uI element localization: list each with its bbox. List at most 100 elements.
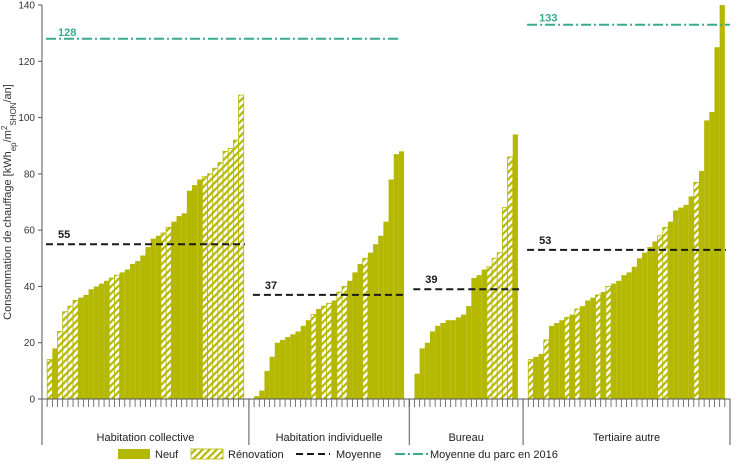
bar-renovation [320, 305, 327, 400]
bar-neuf [129, 263, 136, 399]
y-axis-title-part: /an] [2, 84, 14, 102]
bar-neuf [455, 317, 462, 399]
bar-neuf [590, 297, 596, 399]
bar-renovation [693, 181, 700, 400]
bar-renovation [160, 232, 167, 400]
legend-label-neuf: Neuf [155, 449, 179, 461]
bar-neuf [347, 280, 353, 399]
group-label: Tertiaire autre [593, 432, 660, 444]
bar-neuf [704, 120, 710, 399]
group-label: Habitation collective [97, 432, 195, 444]
bar-neuf [145, 247, 151, 399]
legend-label-parc: Moyenne du parc en 2016 [430, 449, 558, 461]
bar-neuf [176, 216, 182, 399]
bar-renovation [507, 156, 514, 400]
moyenne-label: 53 [539, 235, 551, 247]
y-tick-label: 0 [29, 395, 35, 406]
bar-renovation [501, 207, 508, 400]
bar-renovation [62, 311, 69, 400]
bar-neuf [554, 323, 560, 399]
y-axis: 0 20 40 60 80 100 120 140 [18, 1, 43, 406]
legend-label-moyenne: Moyenne [336, 449, 381, 461]
bar-renovation [207, 173, 214, 400]
bar-neuf [300, 325, 306, 399]
bar-renovation [527, 359, 534, 400]
bar-neuf [476, 275, 482, 399]
bar-neuf [631, 266, 637, 399]
bar-neuf [683, 204, 689, 399]
y-tick-label: 140 [18, 1, 35, 12]
y-tick-label: 100 [18, 113, 35, 124]
bar-renovation [326, 302, 333, 400]
bar-neuf [471, 277, 477, 399]
bar-renovation [212, 167, 219, 400]
bar-neuf [652, 241, 658, 399]
bar-neuf [104, 280, 110, 399]
bar-renovation [662, 226, 669, 400]
bar-neuf [435, 325, 441, 399]
bar-renovation [657, 235, 664, 400]
bar-neuf [290, 334, 296, 399]
bar-neuf [533, 356, 539, 399]
bar-renovation [564, 316, 571, 400]
bar-neuf [140, 255, 146, 399]
bar-neuf [450, 320, 456, 399]
bar-neuf [357, 263, 363, 399]
bar-neuf [719, 5, 725, 399]
bar-neuf [119, 272, 125, 399]
bar-neuf [52, 348, 58, 399]
bar-neuf [192, 185, 198, 399]
y-tick-label: 20 [24, 338, 36, 349]
bar-neuf [331, 300, 337, 399]
bar-renovation [227, 148, 234, 400]
bar-neuf [414, 373, 420, 399]
bar-renovation [46, 359, 53, 400]
group-label: Habitation individuelle [276, 432, 383, 444]
moyenne-label: 55 [58, 229, 70, 241]
bar-neuf [78, 297, 84, 399]
y-axis-title-part: ep [9, 142, 18, 151]
bar-neuf [124, 269, 130, 399]
bar-neuf [600, 292, 606, 399]
bar-renovation [67, 305, 74, 400]
y-axis-title: Consommation de chauffage [kWhep/m2SHON/… [0, 84, 18, 320]
parc-label: 128 [58, 27, 76, 39]
bar-neuf [569, 314, 575, 399]
y-axis-title-part: Consommation de chauffage [kWh [2, 151, 14, 320]
bar-neuf [264, 370, 270, 399]
bar-neuf [316, 308, 322, 399]
y-axis-title-part: SHON [9, 102, 18, 125]
bar-neuf [155, 235, 161, 399]
bar-renovation [114, 274, 120, 400]
bar-neuf [88, 289, 94, 399]
bar-neuf [538, 353, 544, 399]
bar-neuf [367, 252, 374, 399]
bar-renovation [72, 300, 79, 400]
y-axis-title-part: /m [2, 130, 14, 142]
bar-neuf [440, 323, 446, 399]
bar-neuf [419, 348, 425, 399]
bar-neuf [698, 171, 705, 399]
bar-neuf [559, 320, 565, 399]
bar-renovation [310, 314, 317, 400]
bar-neuf [466, 306, 472, 399]
bar-neuf [642, 252, 648, 399]
parc-label: 133 [539, 13, 557, 25]
bar-renovation [574, 308, 581, 400]
bar-neuf [621, 275, 627, 399]
bar-renovation [486, 266, 493, 400]
bar-renovation [57, 331, 64, 400]
bar-neuf [647, 247, 653, 399]
bar-neuf [714, 47, 720, 399]
bar-neuf [678, 207, 684, 399]
bar-neuf [269, 356, 275, 399]
bar-neuf [150, 238, 156, 399]
y-tick-label: 60 [24, 226, 36, 237]
y-axis-title-part: 2 [0, 125, 9, 130]
legend: Neuf Rénovation Moyenne Moyenne du parc en … [118, 448, 558, 461]
bar-neuf [688, 196, 694, 399]
bar-renovation [605, 286, 612, 400]
bar-neuf [171, 221, 177, 399]
bar-neuf [429, 331, 436, 399]
x-axis: Habitation collective Habitation individu… [41, 398, 731, 445]
